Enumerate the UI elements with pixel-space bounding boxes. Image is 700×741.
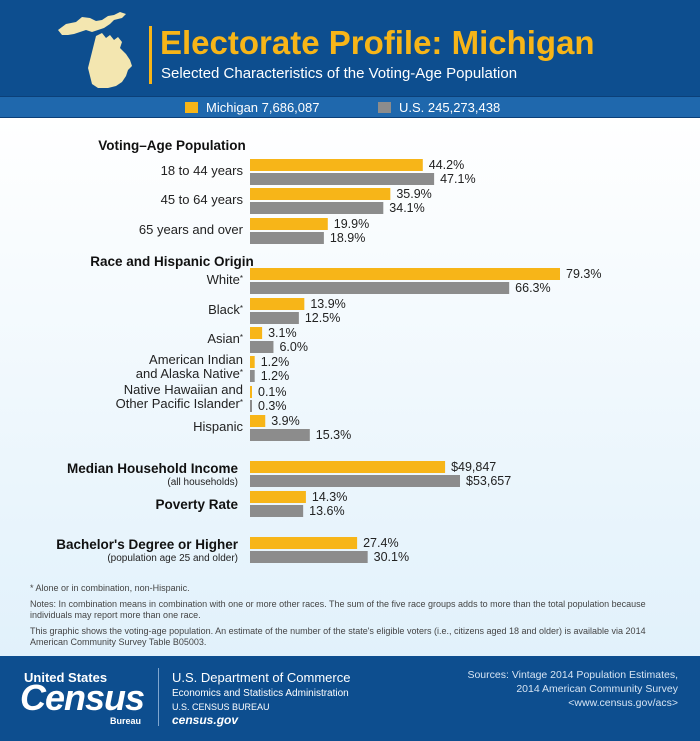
section-1-row-0-value-michigan: 79.3% [566,267,601,281]
section-0-row-1-label: 45 to 64 years [161,192,244,207]
section-3-row-0-value-us: 13.6% [309,504,344,518]
sources-line-1: Sources: Vintage 2014 Population Estimat… [467,669,678,681]
section-1-row-2-label: Asian* [207,331,243,346]
section-1-row-3-label-2: and Alaska Native* [136,366,243,381]
section-1-row-2-bar-us [250,341,274,353]
section-1-row-3-bar-us [250,370,255,382]
title-accent-bar [149,26,152,84]
section-1-row-3-value-us: 1.2% [261,369,290,383]
section-1-row-3-label: American Indian [149,352,243,367]
section-1-row-4-bar-michigan [250,386,252,398]
section-1-row-0-bar-michigan [250,268,560,280]
section-1-row-1-value-michigan: 13.9% [310,297,345,311]
page-title: Electorate Profile: Michigan [160,24,595,61]
section-1-row-5-value-us: 15.3% [316,428,351,442]
section-1-row-5-bar-michigan [250,415,266,427]
section-1-row-1-bar-us [250,312,299,324]
section-4-row-0-bar-us [250,551,368,563]
section-1-row-2-value-michigan: 3.1% [268,326,297,340]
section-0-row-2-label: 65 years and over [139,222,244,237]
footer-sources: Sources: Vintage 2014 Population Estimat… [467,668,678,710]
section-2-subtitle: (all households) [167,477,238,488]
footer-site-link[interactable]: census.gov [172,713,239,727]
section-2-row-0-bar-us [250,475,460,487]
section-1-row-4-value-michigan: 0.1% [258,385,287,399]
section-1-row-2-bar-michigan [250,327,263,339]
section-0-row-1-value-michigan: 35.9% [396,187,431,201]
section-0-row-0-bar-us [250,173,435,185]
section-1-row-3-value-michigan: 1.2% [261,355,290,369]
sources-line-3: <www.census.gov/acs> [568,697,678,709]
section-1-row-4-label-2: Other Pacific Islander* [116,396,243,411]
section-1-row-0-label: White* [207,272,243,287]
section-4-row-0-value-us: 30.1% [374,550,409,564]
legend-swatch-michigan [185,102,198,113]
note-combination: Notes: In combination means in combinati… [30,599,646,620]
section-0-row-2-bar-michigan [250,218,328,230]
section-0-row-2-value-us: 18.9% [330,231,365,245]
section-2-title: Median Household Income [67,461,239,476]
section-4-row-0-value-michigan: 27.4% [363,536,398,550]
note-graphic: This graphic shows the voting-age popula… [30,626,646,647]
section-4-row-0-bar-michigan [250,537,358,549]
section-1-row-1-value-us: 12.5% [305,311,340,325]
section-1-row-4-bar-us [250,400,252,412]
section-2-row-0-value-michigan: $49,847 [451,460,496,474]
section-1-title: Race and Hispanic Origin [90,254,254,269]
section-0-row-0-value-michigan: 44.2% [429,158,464,172]
footer-bureau: U.S. CENSUS BUREAU [172,702,270,712]
section-1-row-0-bar-us [250,282,510,294]
section-3-row-0-value-michigan: 14.3% [312,490,347,504]
footer [0,656,700,741]
header-banner: Electorate Profile: Michigan Selected Ch… [0,0,700,96]
section-3-row-0-bar-michigan [250,491,306,503]
section-1-row-4-value-us: 0.3% [258,399,287,413]
notes: * Alone or in combination, non-Hispanic.… [30,583,670,653]
sources-line-2: 2014 American Community Survey [516,683,678,695]
michigan-map-icon [58,12,132,88]
section-1-row-0-value-us: 66.3% [515,281,550,295]
section-1-row-5-value-michigan: 3.9% [271,414,300,428]
section-1-row-5-label: Hispanic [193,419,243,434]
page-subtitle: Selected Characteristics of the Voting-A… [161,65,518,82]
note-asterisk: * Alone or in combination, non-Hispanic. [30,583,190,593]
legend-swatch-us [378,102,391,113]
section-0-row-2-bar-us [250,232,324,244]
section-4-subtitle: (population age 25 and older) [107,553,238,564]
section-1-row-2-value-us: 6.0% [279,340,308,354]
section-0-row-1-value-us: 34.1% [389,201,424,215]
census-logo-top: United States [24,670,108,685]
section-4-title: Bachelor's Degree or Higher [56,537,239,552]
section-0-row-1-bar-michigan [250,188,391,200]
legend-label-michigan: Michigan 7,686,087 [206,100,320,115]
section-0-row-1-bar-us [250,202,384,214]
footer-dept: U.S. Department of Commerce [172,670,351,685]
section-1-row-1-label: Black* [208,302,243,317]
section-1-row-4-label: Native Hawaiian and [124,382,243,397]
section-0-row-0-bar-michigan [250,159,423,171]
legend-label-us: U.S. 245,273,438 [399,100,501,115]
section-3-title: Poverty Rate [155,497,238,512]
census-logo: Census [20,677,145,718]
legend: Michigan 7,686,087 U.S. 245,273,438 [0,96,700,118]
section-0-row-0-value-us: 47.1% [440,172,475,186]
census-logo-bureau: Bureau [110,716,142,726]
footer-esa: Economics and Statistics Administration [172,688,349,699]
section-1-row-1-bar-michigan [250,298,305,310]
footer-divider [158,668,159,726]
section-2-row-0-bar-michigan [250,461,446,473]
section-0-row-2-value-michigan: 19.9% [334,217,369,231]
section-0-title: Voting–Age Population [98,138,246,153]
section-2-row-0-value-us: $53,657 [466,474,511,488]
section-1-row-5-bar-us [250,429,310,441]
section-3-row-0-bar-us [250,505,304,517]
section-1-row-3-bar-michigan [250,356,255,368]
section-0-row-0-label: 18 to 44 years [161,163,244,178]
